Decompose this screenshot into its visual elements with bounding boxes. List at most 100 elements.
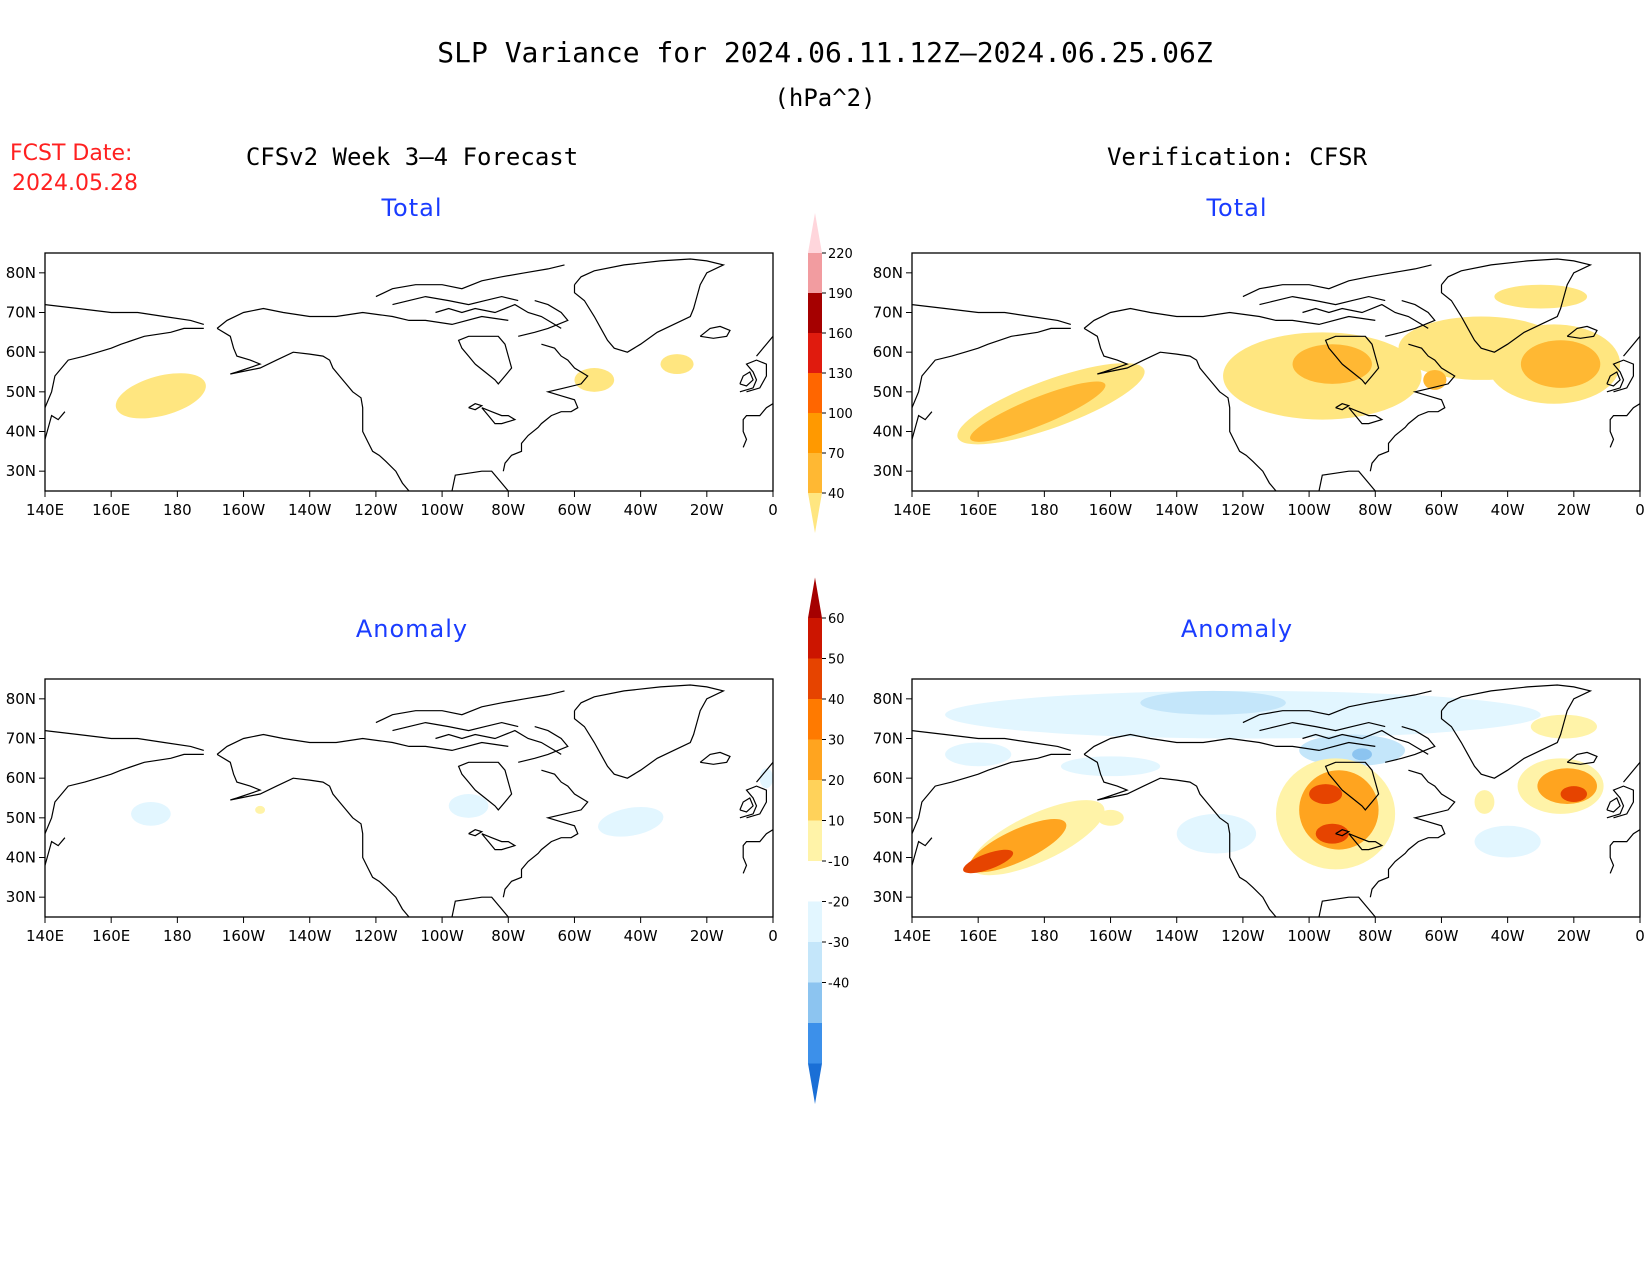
coastline [45, 327, 204, 408]
colorbar-swatch [808, 699, 822, 740]
coastline [1318, 896, 1376, 917]
coastline [1335, 829, 1351, 837]
colorbar-arrow-top [808, 577, 822, 618]
lon-tick-label: 120W [1221, 927, 1265, 945]
coastline [457, 335, 513, 385]
lon-tick-label: 120W [1221, 501, 1265, 519]
contour-fill [1140, 690, 1286, 715]
coastline [573, 684, 726, 779]
colorbar-swatch [808, 901, 822, 942]
coastline [375, 690, 565, 724]
panel-verification-total: 140E 160E 180 160W 140W 120W 100W 80W 60W 40W 20W 0… [873, 252, 1645, 519]
lat-tick-label: 70N [6, 730, 36, 748]
coastline [912, 411, 933, 440]
lon-tick-label: 40W [1491, 927, 1525, 945]
lon-tick-label: 180 [163, 927, 192, 945]
coastline [451, 896, 509, 917]
contour-fill [970, 381, 1106, 442]
coastline [1623, 761, 1640, 783]
coastline [573, 258, 726, 353]
map-frame [911, 252, 1641, 492]
lat-tick-label: 30N [873, 462, 903, 480]
lon-tick-label: 20W [690, 927, 724, 945]
contour-fill [1423, 370, 1447, 390]
lat-tick-label: 50N [6, 809, 36, 827]
coastline [1348, 833, 1384, 851]
colorbar-label: 220 [828, 247, 853, 262]
coastline [1566, 751, 1598, 765]
contour-fill [1309, 784, 1343, 804]
coastline [1242, 264, 1432, 298]
colorbars: 220 190 160 130 100 70 40 60 50 40 30 20 10 -10 -20 -30… [808, 213, 853, 1104]
lat-tick-label: 70N [6, 304, 36, 322]
colorbar-swatch [808, 293, 822, 333]
coastline [739, 359, 767, 393]
lat-tick-label: 80N [6, 264, 36, 282]
coastline [502, 343, 589, 472]
coastline [502, 769, 589, 898]
colorbar-label: 10 [828, 815, 845, 830]
colorbar-swatch [808, 780, 822, 821]
lat-tick-label: 60N [6, 343, 36, 361]
coastline [739, 797, 754, 813]
lat-tick-label: 70N [873, 730, 903, 748]
colorbar-swatch [808, 253, 822, 293]
coastline [1606, 797, 1621, 813]
lon-tick-label: 160W [222, 501, 266, 519]
coastline [1566, 325, 1598, 339]
coastline [1348, 407, 1384, 425]
lon-tick-label: 60W [1424, 927, 1458, 945]
lon-tick-label: 180 [163, 501, 192, 519]
lat-tick-label: 70N [873, 304, 903, 322]
lat-tick-label: 60N [6, 769, 36, 787]
coastline [481, 833, 517, 851]
lon-tick-label: 160E [92, 501, 130, 519]
lon-tick-label: 140W [1155, 501, 1199, 519]
lon-tick-label: 20W [1557, 927, 1591, 945]
contour-fill [759, 768, 773, 789]
panel-forecast-anomaly: 140E 160E 180 160W 140W 120W 100W 80W 60W 40W 20W 0… [6, 678, 778, 945]
contour-fill [448, 794, 489, 818]
coastline [1609, 403, 1640, 448]
lon-tick-label: 140W [288, 927, 332, 945]
colorbar-label: 40 [828, 487, 845, 502]
map-panels: 140E 160E 180 160W 140W 120W 100W 80W 60W 40W 20W 0… [6, 252, 1645, 945]
lat-tick-label: 40N [873, 423, 903, 441]
coastline [1606, 371, 1621, 387]
coastline [216, 327, 410, 491]
panel-title-verification-anomaly: Anomaly [1181, 615, 1293, 643]
contour-fill [1352, 748, 1372, 761]
lon-tick-label: 20W [1557, 501, 1591, 519]
coastline [742, 403, 773, 448]
colorbar-label: 30 [828, 734, 845, 749]
coastline [45, 753, 204, 834]
lon-tick-label: 100W [1287, 927, 1331, 945]
colorbar-arrow-bottom [808, 1063, 822, 1104]
colorbar-label: -10 [828, 855, 849, 870]
lon-tick-label: 160E [92, 927, 130, 945]
lat-tick-label: 40N [6, 423, 36, 441]
coastline [742, 829, 773, 874]
coastline [216, 307, 509, 329]
coastline [518, 726, 569, 763]
contour-fill [1560, 786, 1588, 802]
figure-title: SLP Variance for 2024.06.11.12Z–2024.06.… [437, 36, 1212, 69]
colorbar-label: 190 [828, 287, 853, 302]
units-label: (hPa^2) [774, 84, 875, 112]
contour-fill [660, 354, 694, 374]
coastline [912, 753, 1071, 834]
coastline [45, 837, 66, 866]
colorbar-arrow-top [808, 213, 822, 253]
coastline [1302, 729, 1429, 755]
colorbar-swatch [808, 942, 822, 983]
map-background [45, 253, 773, 491]
lon-tick-label: 160W [1089, 501, 1133, 519]
coastline [1440, 684, 1593, 779]
panel-title-verification-total: Total [1205, 194, 1267, 222]
coastline [756, 335, 773, 357]
contour-fill [255, 805, 266, 814]
coastline [1318, 470, 1376, 491]
colorbar-arrow-bottom [808, 493, 822, 533]
lon-tick-label: 140E [893, 927, 931, 945]
